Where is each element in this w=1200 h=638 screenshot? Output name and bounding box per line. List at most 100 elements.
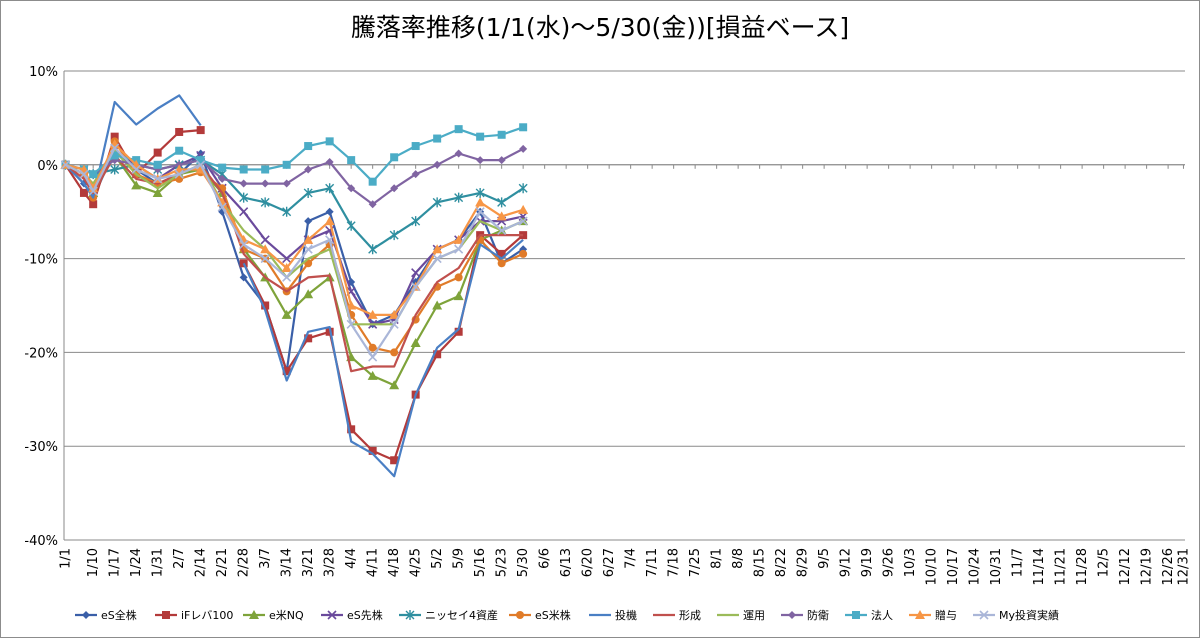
x-tick-label: 5/30 bbox=[516, 548, 531, 577]
legend-label: eS米株 bbox=[535, 608, 571, 622]
series-line bbox=[64, 154, 524, 373]
legend-label: eS先株 bbox=[347, 608, 383, 622]
data-point bbox=[389, 380, 400, 390]
data-point bbox=[454, 192, 464, 203]
data-point bbox=[454, 273, 463, 282]
data-point bbox=[432, 254, 442, 264]
data-point bbox=[89, 200, 98, 209]
x-tick-label: 9/5 bbox=[817, 548, 832, 569]
data-point bbox=[497, 249, 506, 258]
data-point bbox=[368, 343, 377, 352]
legend-item: 形成 bbox=[653, 609, 701, 622]
data-point bbox=[282, 206, 292, 217]
data-point bbox=[217, 202, 227, 212]
x-tick-label: 9/12 bbox=[839, 548, 854, 577]
data-point bbox=[518, 204, 529, 214]
data-point bbox=[389, 309, 400, 319]
data-point bbox=[239, 165, 248, 174]
legend-label: eS全株 bbox=[101, 608, 137, 622]
x-tick-label: 2/14 bbox=[194, 548, 209, 577]
data-point bbox=[453, 234, 464, 244]
x-tick-label: 6/27 bbox=[602, 548, 617, 577]
data-point bbox=[303, 187, 313, 198]
data-point bbox=[518, 183, 528, 194]
data-point bbox=[411, 216, 421, 227]
data-point bbox=[325, 157, 334, 166]
x-tick-label: 12/31 bbox=[1176, 548, 1191, 585]
data-point bbox=[476, 132, 485, 141]
data-point bbox=[153, 148, 162, 157]
data-point bbox=[281, 309, 292, 319]
data-point bbox=[88, 186, 98, 196]
data-point bbox=[475, 207, 485, 217]
data-point bbox=[454, 125, 463, 134]
data-point bbox=[347, 425, 356, 434]
data-point bbox=[153, 174, 163, 184]
series-形成 bbox=[64, 154, 524, 373]
x-tick-label: 11/14 bbox=[1032, 548, 1047, 585]
x-tick-label: 9/26 bbox=[882, 548, 897, 577]
data-point bbox=[281, 262, 292, 272]
x-tick-label: 1/17 bbox=[108, 548, 123, 577]
data-point bbox=[347, 184, 356, 193]
x-tick-label: 5/16 bbox=[473, 548, 488, 577]
legend-marker bbox=[162, 611, 170, 619]
legend-label: 防衛 bbox=[807, 608, 829, 622]
data-point bbox=[346, 319, 356, 329]
legend: eS全株 iFレバ100 e米NQ eS先株 ニッセイ4資産 eS米株 投機 形成 運用 防衛 法人… bbox=[75, 608, 1059, 622]
x-tick-label: 8/29 bbox=[796, 548, 811, 577]
data-point bbox=[239, 239, 249, 250]
data-point bbox=[475, 197, 486, 207]
x-tick-label: 11/28 bbox=[1075, 548, 1090, 585]
data-point bbox=[368, 446, 377, 455]
data-point bbox=[174, 169, 184, 179]
data-point bbox=[261, 165, 270, 174]
data-point bbox=[475, 187, 485, 198]
data-point bbox=[324, 216, 335, 226]
data-point bbox=[282, 179, 291, 188]
data-point bbox=[454, 149, 463, 158]
legend-label: 形成 bbox=[679, 609, 701, 622]
series-layer bbox=[60, 94, 529, 478]
data-point bbox=[175, 146, 184, 155]
x-tick-label: 5/9 bbox=[452, 548, 467, 569]
legend-label: My投資実績 bbox=[999, 608, 1059, 622]
x-tick-label: 4/4 bbox=[344, 548, 359, 569]
data-point bbox=[390, 456, 399, 465]
legend-label: 投機 bbox=[615, 608, 637, 622]
x-tick-label: 3/28 bbox=[323, 548, 338, 577]
data-point bbox=[131, 164, 141, 175]
legend-item: 投機 bbox=[589, 608, 637, 622]
data-point bbox=[239, 192, 249, 203]
legend-item: eS全株 bbox=[75, 608, 137, 622]
y-tick-label: -40% bbox=[24, 534, 58, 549]
data-point bbox=[368, 352, 378, 362]
data-point bbox=[519, 249, 528, 258]
data-point bbox=[411, 170, 420, 179]
data-point bbox=[346, 220, 356, 231]
data-point bbox=[282, 367, 291, 376]
data-point bbox=[218, 163, 227, 172]
data-point bbox=[282, 272, 292, 282]
data-point bbox=[433, 134, 442, 143]
data-point bbox=[432, 244, 443, 254]
x-tick-label: 12/12 bbox=[1118, 548, 1133, 585]
data-point bbox=[497, 156, 506, 165]
series-投機 bbox=[64, 94, 524, 478]
data-point bbox=[261, 301, 270, 310]
data-point bbox=[79, 188, 88, 197]
data-point bbox=[390, 153, 399, 162]
data-point bbox=[367, 309, 378, 319]
data-point bbox=[153, 160, 162, 169]
x-tick-label: 7/4 bbox=[624, 548, 639, 569]
x-tick-label: 1/31 bbox=[151, 548, 166, 577]
data-point bbox=[346, 300, 357, 310]
data-point bbox=[454, 244, 464, 254]
data-point bbox=[110, 143, 120, 153]
legend-item: My投資実績 bbox=[973, 608, 1059, 622]
x-tick-label: 5/23 bbox=[495, 548, 510, 577]
data-point bbox=[304, 217, 313, 226]
y-tick-label: 10% bbox=[29, 65, 58, 80]
x-tick-label: 2/28 bbox=[237, 548, 252, 577]
